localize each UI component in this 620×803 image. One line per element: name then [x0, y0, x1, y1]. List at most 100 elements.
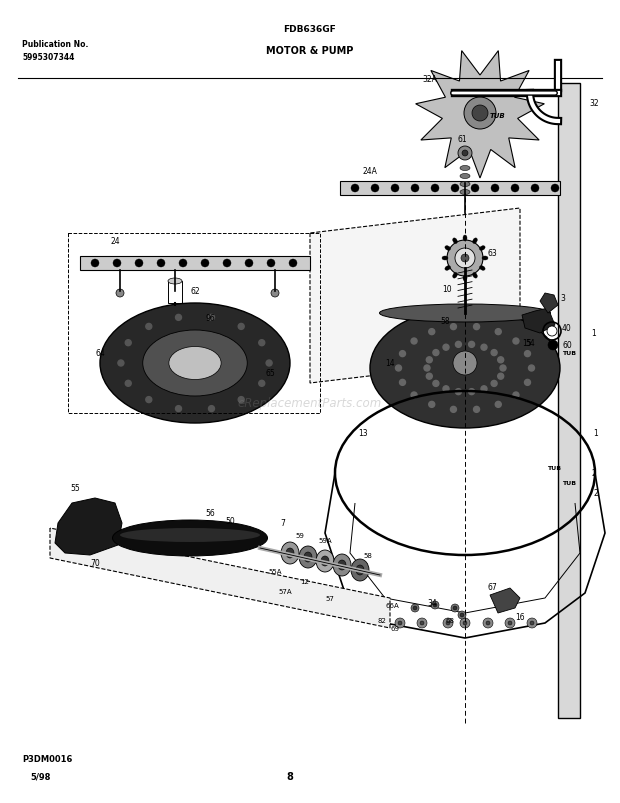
Text: 56: 56	[205, 509, 215, 518]
Polygon shape	[415, 51, 544, 179]
Circle shape	[116, 290, 124, 298]
Ellipse shape	[333, 554, 351, 577]
Polygon shape	[50, 528, 390, 628]
Text: 50: 50	[225, 517, 235, 526]
Ellipse shape	[168, 279, 182, 284]
Circle shape	[471, 185, 479, 193]
Circle shape	[443, 344, 449, 351]
Circle shape	[259, 340, 265, 346]
Ellipse shape	[463, 236, 467, 242]
Circle shape	[511, 185, 519, 193]
Circle shape	[427, 357, 432, 363]
Ellipse shape	[356, 565, 364, 575]
Circle shape	[472, 106, 488, 122]
Circle shape	[146, 397, 152, 403]
Circle shape	[411, 185, 419, 193]
Circle shape	[525, 380, 531, 386]
Circle shape	[395, 618, 405, 628]
Circle shape	[547, 327, 557, 336]
Text: eReplacementParts.com: eReplacementParts.com	[238, 397, 382, 410]
Text: MOTOR & PUMP: MOTOR & PUMP	[267, 46, 353, 56]
Bar	[340, 181, 560, 196]
Circle shape	[453, 352, 477, 376]
Circle shape	[371, 185, 379, 193]
Polygon shape	[522, 308, 555, 333]
Circle shape	[491, 350, 497, 356]
Circle shape	[463, 622, 467, 626]
Text: 59: 59	[296, 532, 304, 538]
Circle shape	[525, 351, 531, 357]
Circle shape	[259, 381, 265, 387]
Circle shape	[460, 618, 470, 628]
Circle shape	[491, 185, 499, 193]
Circle shape	[495, 329, 501, 335]
Text: 63: 63	[487, 249, 497, 259]
Circle shape	[171, 290, 179, 298]
Ellipse shape	[482, 257, 488, 261]
Text: 65: 65	[265, 369, 275, 378]
Ellipse shape	[472, 273, 477, 279]
Circle shape	[175, 315, 182, 321]
Text: 60: 60	[562, 341, 572, 350]
Circle shape	[420, 622, 424, 626]
Circle shape	[474, 407, 479, 413]
Text: TUB: TUB	[490, 113, 506, 119]
Text: 32: 32	[589, 100, 599, 108]
Text: 59A: 59A	[318, 537, 332, 544]
Ellipse shape	[479, 267, 485, 271]
Circle shape	[531, 185, 539, 193]
Text: P3DM0016: P3DM0016	[22, 754, 73, 763]
Circle shape	[146, 324, 152, 330]
Ellipse shape	[120, 528, 260, 542]
Ellipse shape	[442, 257, 448, 261]
Ellipse shape	[316, 550, 334, 573]
Text: 69: 69	[391, 626, 399, 631]
Circle shape	[157, 259, 165, 267]
Circle shape	[460, 613, 464, 618]
Circle shape	[551, 185, 559, 193]
Circle shape	[527, 618, 537, 628]
Circle shape	[118, 361, 124, 366]
Circle shape	[491, 381, 497, 387]
Circle shape	[456, 342, 461, 348]
Circle shape	[458, 147, 472, 161]
Ellipse shape	[299, 546, 317, 569]
Text: TUB: TUB	[562, 481, 576, 486]
Circle shape	[429, 329, 435, 335]
Ellipse shape	[455, 314, 475, 324]
Circle shape	[125, 381, 131, 387]
Text: FDB636GF: FDB636GF	[283, 25, 337, 34]
Circle shape	[175, 406, 182, 412]
Circle shape	[548, 340, 558, 351]
Circle shape	[179, 259, 187, 267]
Circle shape	[113, 259, 121, 267]
Text: 57A: 57A	[278, 589, 292, 594]
Circle shape	[238, 397, 244, 403]
Circle shape	[443, 386, 449, 393]
Ellipse shape	[460, 182, 470, 187]
Ellipse shape	[286, 548, 294, 558]
Polygon shape	[55, 499, 122, 556]
Circle shape	[530, 622, 534, 626]
Text: 40: 40	[562, 324, 572, 333]
Ellipse shape	[281, 542, 299, 565]
Circle shape	[411, 393, 417, 398]
Text: 13: 13	[358, 429, 368, 438]
Circle shape	[451, 324, 456, 330]
Circle shape	[505, 618, 515, 628]
Polygon shape	[490, 589, 520, 613]
Text: 2: 2	[591, 469, 596, 478]
Circle shape	[433, 350, 439, 356]
Circle shape	[528, 365, 534, 372]
Polygon shape	[310, 209, 520, 384]
Circle shape	[398, 622, 402, 626]
Text: 67: 67	[487, 583, 497, 592]
Circle shape	[245, 259, 253, 267]
Circle shape	[424, 365, 430, 372]
Circle shape	[391, 185, 399, 193]
Text: 14: 14	[385, 359, 395, 368]
Circle shape	[462, 151, 468, 157]
Bar	[80, 257, 310, 271]
Circle shape	[396, 365, 402, 372]
Circle shape	[201, 259, 209, 267]
